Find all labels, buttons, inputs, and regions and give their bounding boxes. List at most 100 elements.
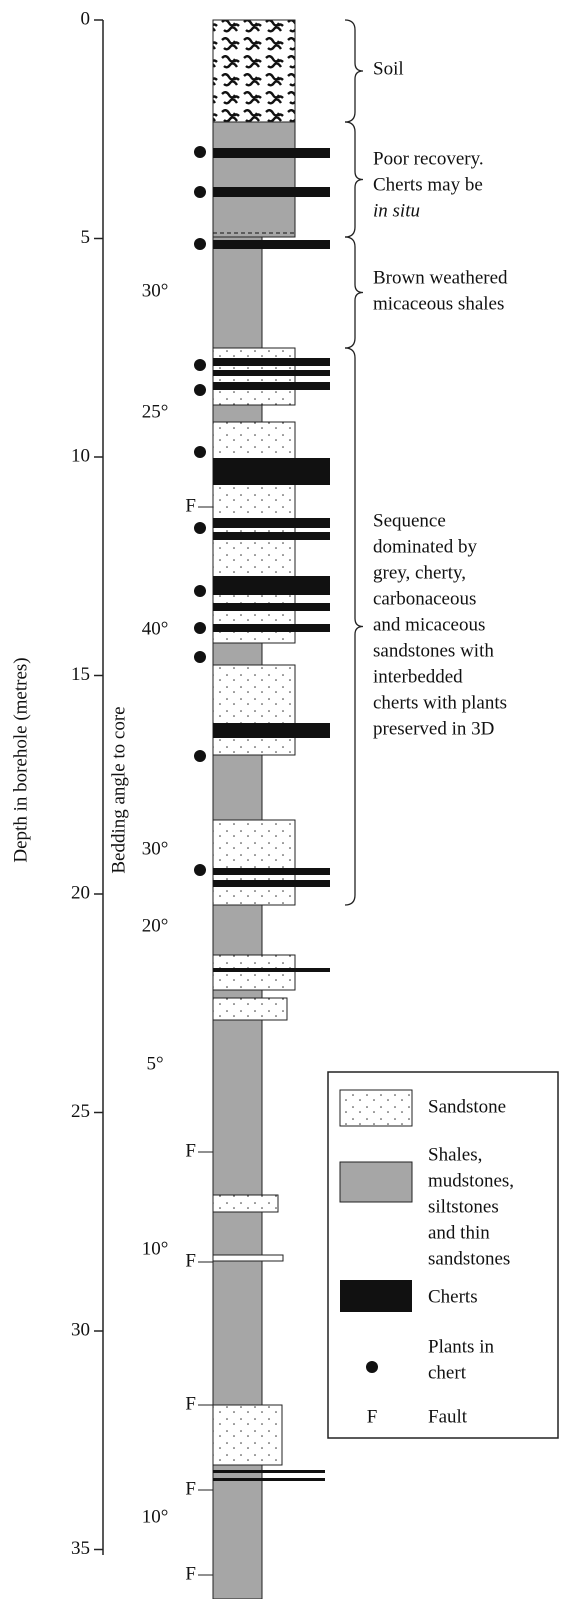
legend-label: Sandstone xyxy=(428,1096,506,1117)
annotation: micaceous shales xyxy=(373,293,504,314)
annotation: Brown weathered xyxy=(373,267,508,288)
annotation: preserved in 3D xyxy=(373,718,494,739)
column xyxy=(213,20,330,1599)
chert xyxy=(213,370,330,376)
plant-dot xyxy=(194,522,206,534)
brace xyxy=(345,348,363,905)
chert xyxy=(213,240,330,249)
annotation: carbonaceous xyxy=(373,588,476,609)
legend-label: Fault xyxy=(428,1406,468,1427)
bedding-angle: 25° xyxy=(142,401,169,422)
legend-label: Cherts xyxy=(428,1286,478,1307)
chert xyxy=(213,148,330,158)
fault-label: F xyxy=(185,1140,196,1161)
plant-dot xyxy=(194,384,206,396)
legend-label: sandstones xyxy=(428,1248,510,1269)
layer xyxy=(213,20,295,122)
depth-axis-title: Depth in borehole (metres) xyxy=(10,657,31,862)
legend-label: Plants in xyxy=(428,1336,494,1357)
chert xyxy=(213,187,330,197)
depth-tick-label: 35 xyxy=(71,1538,90,1559)
bedding-angle: 10° xyxy=(142,1238,169,1259)
chert xyxy=(213,576,330,595)
layer xyxy=(213,122,295,237)
annotation: cherts with plants xyxy=(373,692,507,713)
chert xyxy=(213,532,330,540)
chert xyxy=(213,968,330,972)
legend-label: mudstones, xyxy=(428,1170,514,1191)
depth-tick-label: 15 xyxy=(71,664,90,685)
legend-swatch xyxy=(366,1361,378,1373)
plant-dot xyxy=(194,651,206,663)
legend-symbol: F xyxy=(367,1406,378,1427)
brace xyxy=(345,122,363,237)
fault-label: F xyxy=(185,1393,196,1414)
annotation: grey, cherty, xyxy=(373,562,466,583)
layer xyxy=(213,820,295,905)
annotation: dominated by xyxy=(373,536,477,557)
plant-dot xyxy=(194,622,206,634)
chert xyxy=(213,624,330,632)
annotation: Cherts may be xyxy=(373,174,483,195)
annotation: Poor recovery. xyxy=(373,148,484,169)
legend-swatch xyxy=(340,1090,412,1126)
plant-dot xyxy=(194,359,206,371)
layer xyxy=(213,1405,282,1465)
chert xyxy=(213,518,330,528)
bedding-angle: 30° xyxy=(142,280,169,301)
layer xyxy=(213,348,295,405)
depth-tick-label: 5 xyxy=(81,227,91,248)
bedding-angle: 20° xyxy=(142,915,169,936)
annotation: and micaceous xyxy=(373,614,485,635)
legend-label: and thin xyxy=(428,1222,490,1243)
chert xyxy=(213,382,330,390)
bedding-angle: 5° xyxy=(146,1053,163,1074)
chert xyxy=(213,880,330,887)
legend-label: siltstones xyxy=(428,1196,499,1217)
depth-tick-label: 0 xyxy=(81,8,91,29)
bedding-title: Bedding angle to core xyxy=(108,706,129,873)
depth-tick-label: 20 xyxy=(71,882,90,903)
layer xyxy=(213,955,295,990)
chert xyxy=(213,1478,325,1481)
plant-dot xyxy=(194,750,206,762)
annotation: in situ xyxy=(373,200,420,221)
fault-label: F xyxy=(185,495,196,516)
layer xyxy=(213,998,287,1020)
brace xyxy=(345,20,363,122)
layer xyxy=(213,665,295,755)
bedding-angle: 10° xyxy=(142,1506,169,1527)
legend-swatch xyxy=(340,1280,412,1312)
bedding-angle: 30° xyxy=(142,838,169,859)
plant-dot xyxy=(194,864,206,876)
fault-label: F xyxy=(185,1250,196,1271)
chert xyxy=(213,723,330,738)
brace xyxy=(345,237,363,348)
legend-label: chert xyxy=(428,1362,467,1383)
chert xyxy=(213,603,330,611)
chert xyxy=(213,358,330,366)
plant-dot xyxy=(194,238,206,250)
layer xyxy=(213,1255,283,1261)
plant-dot xyxy=(194,146,206,158)
annotation: interbedded xyxy=(373,666,463,687)
plant-dot xyxy=(194,585,206,597)
annotation: sandstones with xyxy=(373,640,494,661)
chert xyxy=(213,868,330,875)
fault-label: F xyxy=(185,1563,196,1584)
annotation: Sequence xyxy=(373,510,446,531)
layer xyxy=(213,1195,278,1212)
annotation: Soil xyxy=(373,58,404,79)
legend-swatch xyxy=(340,1162,412,1202)
plant-dot xyxy=(194,446,206,458)
depth-tick-label: 25 xyxy=(71,1101,90,1122)
fault-label: F xyxy=(185,1478,196,1499)
depth-tick-label: 30 xyxy=(71,1319,90,1340)
chert xyxy=(213,1470,325,1473)
legend-label: Shales, xyxy=(428,1144,482,1165)
borehole-log: Depth in borehole (metres) Bedding angle… xyxy=(0,0,575,1599)
bedding-angle: 40° xyxy=(142,618,169,639)
plant-dot xyxy=(194,186,206,198)
depth-tick-label: 10 xyxy=(71,445,90,466)
chert xyxy=(213,458,330,485)
